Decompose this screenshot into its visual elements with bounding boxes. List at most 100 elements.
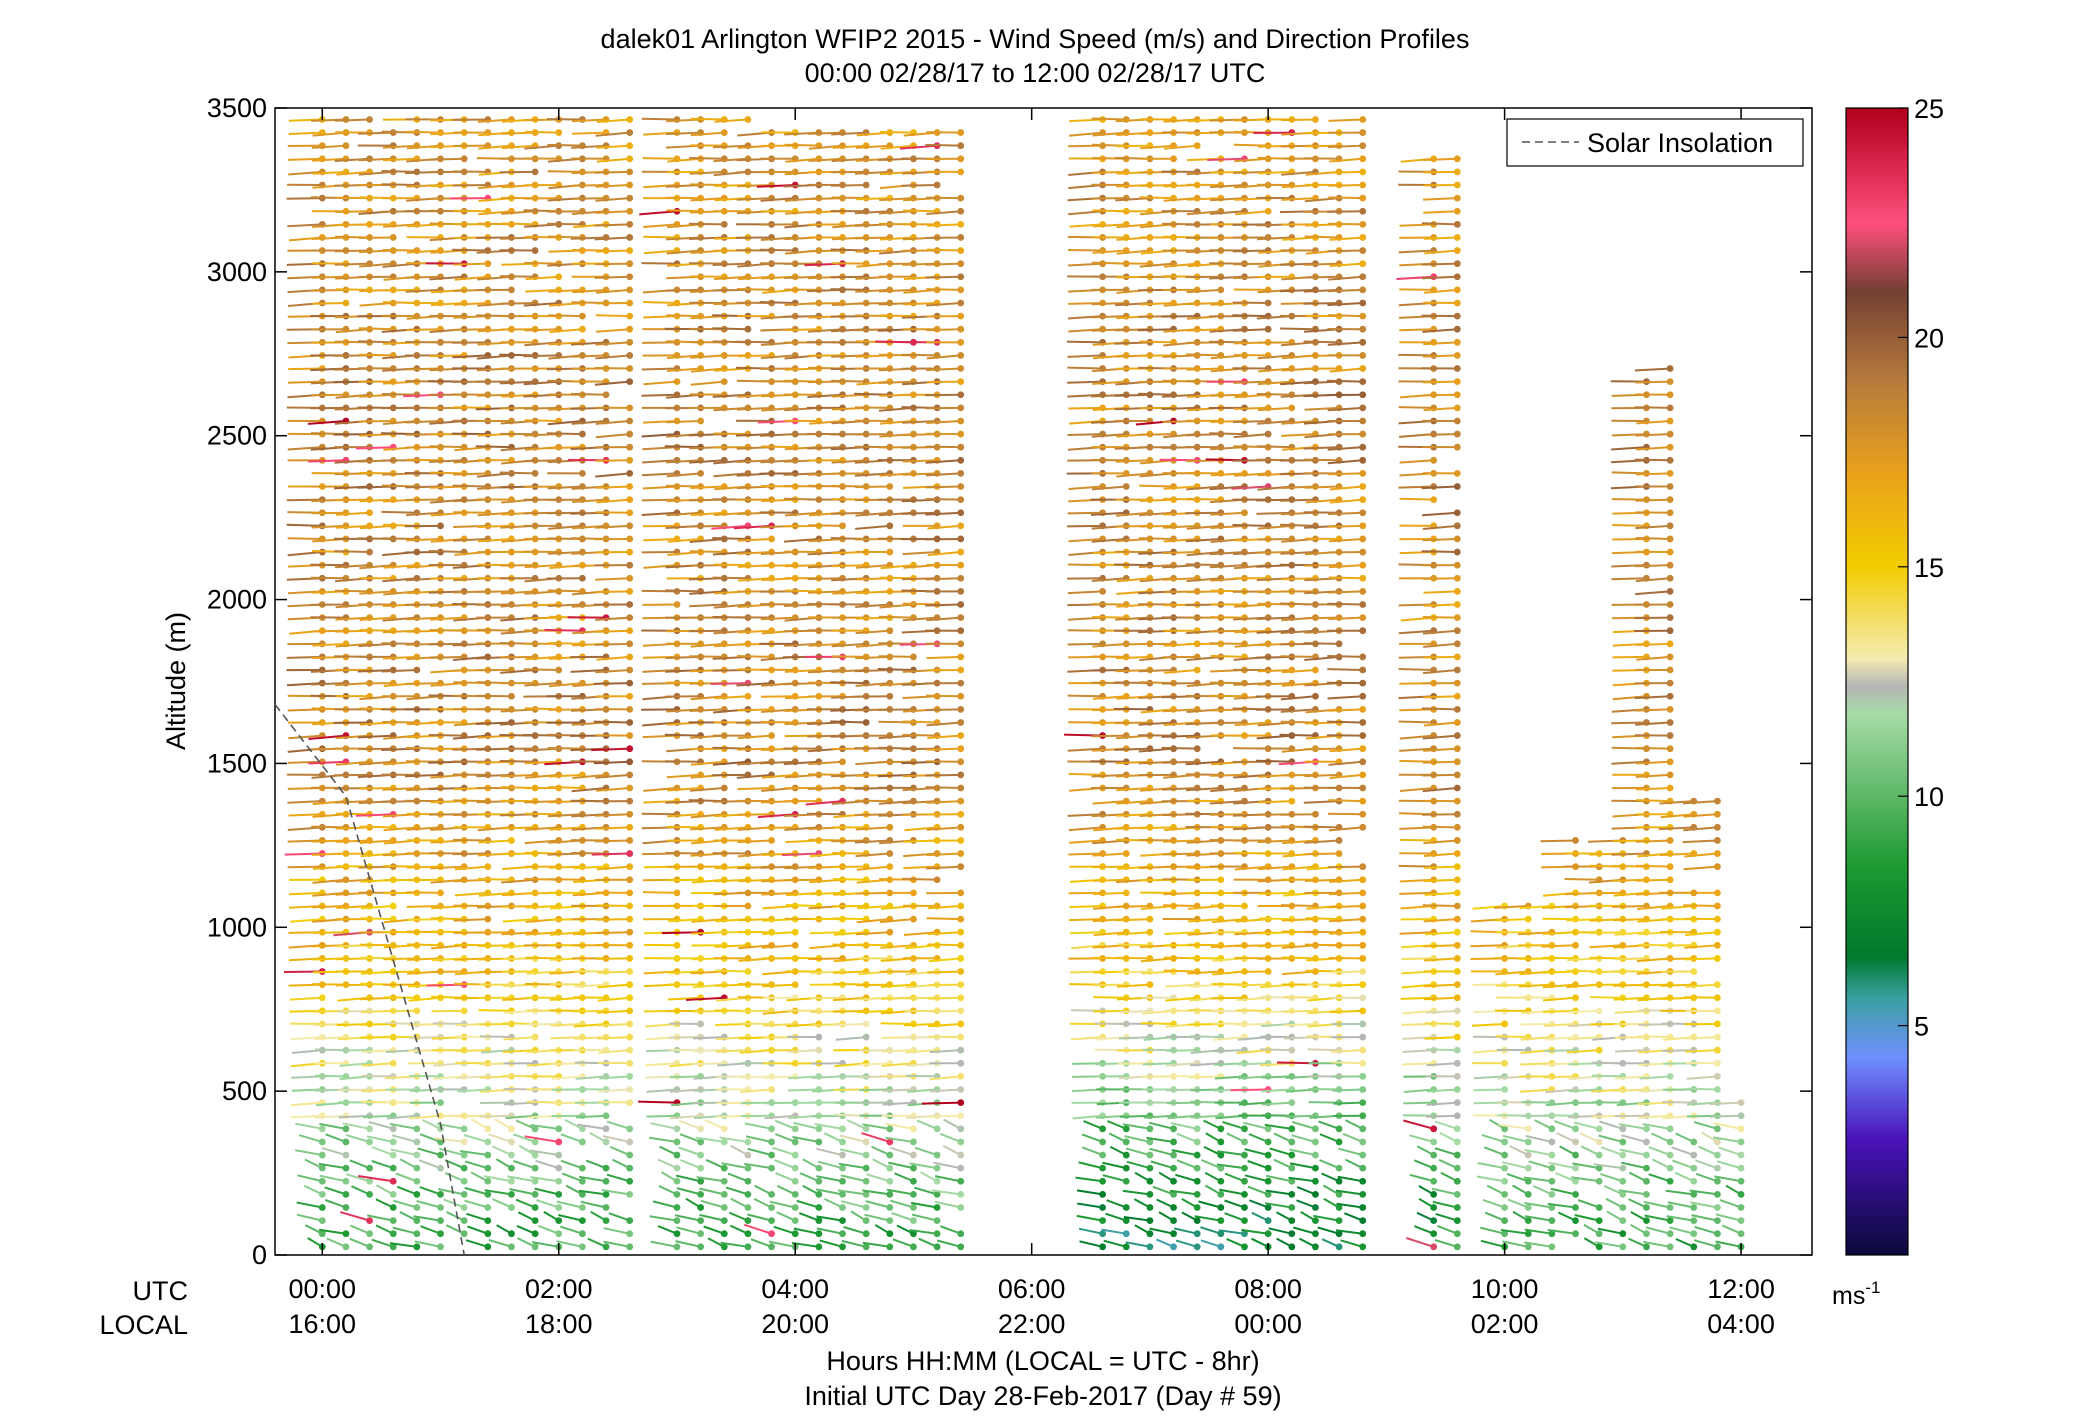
- wind-barb-shaft: [593, 720, 630, 724]
- wind-barb-shaft: [453, 209, 488, 213]
- wind-barb-point: [744, 325, 752, 333]
- wind-barb-shaft: [902, 353, 938, 357]
- wind-barb-point: [1146, 614, 1154, 621]
- wind-barb-point: [957, 758, 965, 766]
- wind-barb-shaft: [548, 786, 583, 790]
- wind-barb-shaft: [831, 196, 867, 200]
- wind-barb-shaft: [311, 524, 346, 529]
- wind-barb-point: [768, 732, 775, 739]
- wind-barb-point: [602, 1138, 610, 1146]
- wind-barb-point: [626, 312, 634, 320]
- wind-barb-point: [555, 1204, 563, 1211]
- wind-barb-shaft: [284, 852, 323, 856]
- wind-barb-shaft: [382, 157, 417, 162]
- wind-barb-shaft: [433, 1075, 465, 1080]
- wind-barb-point: [602, 1177, 610, 1185]
- wind-barb-point: [1146, 1204, 1154, 1211]
- wind-barb-shaft: [665, 851, 701, 855]
- wind-barb-shaft: [478, 144, 512, 150]
- wind-barb-shaft: [830, 184, 867, 187]
- wind-barb-shaft: [477, 511, 512, 517]
- wind-barb-shaft: [855, 249, 890, 253]
- wind-barb-point: [744, 548, 752, 556]
- wind-barb-point: [1099, 1099, 1107, 1107]
- wind-barb-point: [626, 404, 634, 412]
- wind-barb-shaft: [524, 812, 559, 816]
- wind-barb-point: [720, 1177, 728, 1185]
- wind-barb-point: [957, 470, 965, 477]
- wind-barb-shaft: [499, 471, 536, 475]
- wind-barb-point: [366, 1243, 373, 1251]
- wind-barb-point: [697, 1164, 705, 1172]
- wind-barb-shaft: [1069, 904, 1103, 909]
- wind-barb-point: [957, 1059, 965, 1067]
- wind-barb-point: [815, 1204, 823, 1211]
- wind-barb-shaft: [452, 170, 488, 173]
- wind-barb-point: [626, 116, 634, 123]
- wind-barb-shaft: [349, 1224, 370, 1235]
- wind-barb-shaft: [405, 275, 441, 279]
- wind-barb-point: [508, 522, 515, 530]
- wind-barb-point: [389, 1230, 397, 1238]
- wind-barb-shaft: [288, 157, 323, 161]
- wind-barb-shaft: [830, 511, 867, 515]
- wind-barb-shaft: [503, 1036, 536, 1041]
- wind-barb-shaft: [408, 996, 441, 1002]
- wind-barb-shaft: [715, 969, 748, 973]
- wind-barb-point: [1146, 1125, 1154, 1133]
- wind-barb-point: [389, 1204, 397, 1211]
- wind-barb-shaft: [476, 393, 512, 397]
- wind-barb-point: [460, 1230, 468, 1238]
- wind-barb-shaft: [417, 1147, 441, 1157]
- wind-barb-shaft: [454, 891, 488, 897]
- wind-barb-shaft: [479, 1114, 512, 1118]
- wind-barb-point: [579, 1164, 586, 1172]
- wind-barb-point: [626, 325, 634, 333]
- wind-barb-point: [602, 181, 610, 189]
- wind-barb-shaft: [465, 1239, 489, 1248]
- wind-barb-point: [1170, 1243, 1177, 1251]
- wind-barb-shaft: [419, 1186, 441, 1196]
- wind-barb-point: [957, 1072, 965, 1080]
- wind-barb-shaft: [475, 721, 512, 725]
- wind-barb-shaft: [1068, 772, 1103, 776]
- wind-barb-point: [555, 1164, 563, 1172]
- wind-barb-shaft: [509, 1188, 536, 1196]
- wind-barb-point: [1099, 417, 1107, 425]
- wind-barb-point: [957, 981, 965, 989]
- wind-barb-shaft: [925, 773, 961, 777]
- wind-barb-shaft: [737, 288, 772, 291]
- wind-barb-shaft: [367, 1214, 394, 1222]
- wind-barb-point: [413, 666, 421, 674]
- wind-barb-shaft: [383, 970, 417, 974]
- wind-barb-point: [531, 1151, 539, 1159]
- wind-barb-point: [602, 1125, 610, 1133]
- wind-barb-point: [484, 1243, 492, 1251]
- wind-barb-shaft: [1067, 249, 1103, 252]
- wind-barb-point: [957, 535, 965, 543]
- wind-barb-shaft: [905, 1074, 938, 1078]
- wind-barb-shaft: [572, 996, 607, 999]
- wind-barb-shaft: [405, 682, 441, 685]
- wind-barb-shaft: [664, 445, 701, 449]
- wind-barb-shaft: [501, 393, 536, 398]
- wind-barb-point: [720, 784, 728, 792]
- wind-barb-point: [957, 1046, 965, 1054]
- wind-barb-point: [673, 1164, 681, 1172]
- wind-barb-point: [791, 1125, 799, 1133]
- wind-barb-point: [957, 850, 965, 857]
- wind-barb-shaft: [512, 1159, 536, 1170]
- wind-barb-point: [933, 1164, 941, 1172]
- wind-barb-point: [626, 640, 634, 648]
- wind-barb-point: [437, 1190, 444, 1198]
- wind-barb-shaft: [389, 1242, 418, 1248]
- wind-barb-point: [437, 1099, 444, 1107]
- wind-barb-point: [342, 1177, 350, 1185]
- wind-barb-shaft: [594, 275, 630, 279]
- wind-barb-shaft: [454, 865, 488, 871]
- wind-barb-shaft: [500, 708, 536, 713]
- wind-barb-point: [626, 1086, 634, 1093]
- wind-barb-point: [1170, 1204, 1177, 1211]
- wind-barb-shaft: [429, 275, 465, 281]
- wind-barb-shaft: [324, 1199, 347, 1209]
